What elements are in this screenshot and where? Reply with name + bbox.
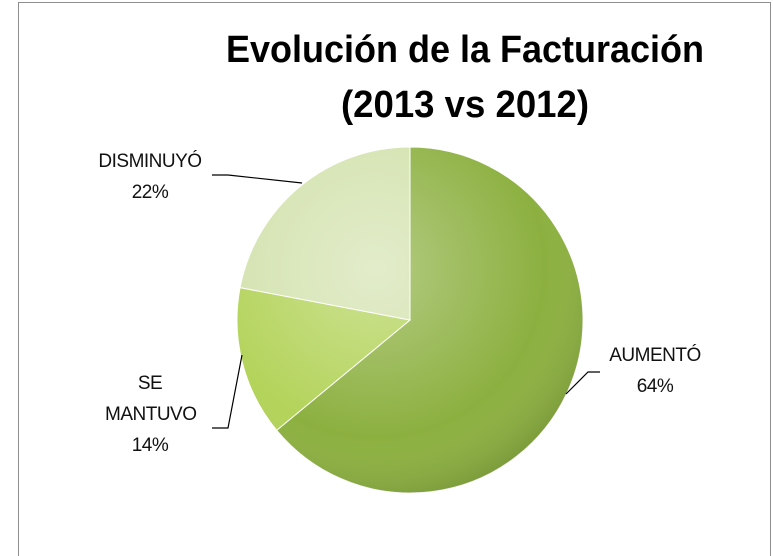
- category-label: DISMINUYÓ: [98, 151, 202, 172]
- data-label: AUMENTÓ 64%: [590, 340, 720, 402]
- value-label: 14%: [131, 435, 169, 456]
- data-label: SE MANTUVO 14%: [105, 368, 197, 461]
- leader-line: [212, 174, 303, 184]
- category-label: SE MANTUVO: [105, 373, 197, 425]
- leader-line: [212, 354, 243, 429]
- value-label: 64%: [636, 376, 674, 397]
- value-label: 22%: [131, 182, 169, 203]
- chart-title: Evolución de la Facturación: [226, 29, 704, 71]
- chart-title: (2013 vs 2012): [341, 84, 589, 126]
- category-label: AUMENTÓ: [609, 345, 701, 366]
- leader-line: [565, 371, 600, 395]
- data-label: DISMINUYÓ 22%: [70, 146, 230, 208]
